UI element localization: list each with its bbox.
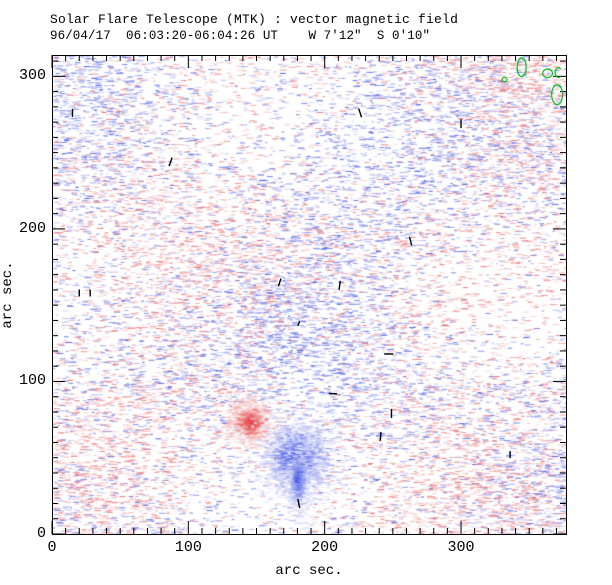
chart-subtitle: 96/04/17 06:03:20-06:04:26 UT W 7'12" S … bbox=[50, 29, 431, 43]
x-tick-label: 200 bbox=[311, 539, 339, 556]
y-tick-label: 200 bbox=[18, 219, 46, 237]
speckle-noise-canvas bbox=[52, 55, 566, 534]
y-axis-title: arc sec. bbox=[0, 261, 16, 329]
y-tick-label: 100 bbox=[18, 372, 46, 390]
x-axis-title: arc sec. bbox=[275, 563, 343, 579]
y-tick-label: 300 bbox=[18, 67, 46, 85]
chart-title: Solar Flare Telescope (MTK) : vector mag… bbox=[50, 12, 459, 27]
y-tick-label: 0 bbox=[36, 525, 46, 542]
x-tick-label: 100 bbox=[174, 539, 202, 556]
plot-area bbox=[52, 55, 566, 534]
x-tick-label: 300 bbox=[447, 539, 475, 556]
x-tick-label: 0 bbox=[47, 539, 57, 556]
